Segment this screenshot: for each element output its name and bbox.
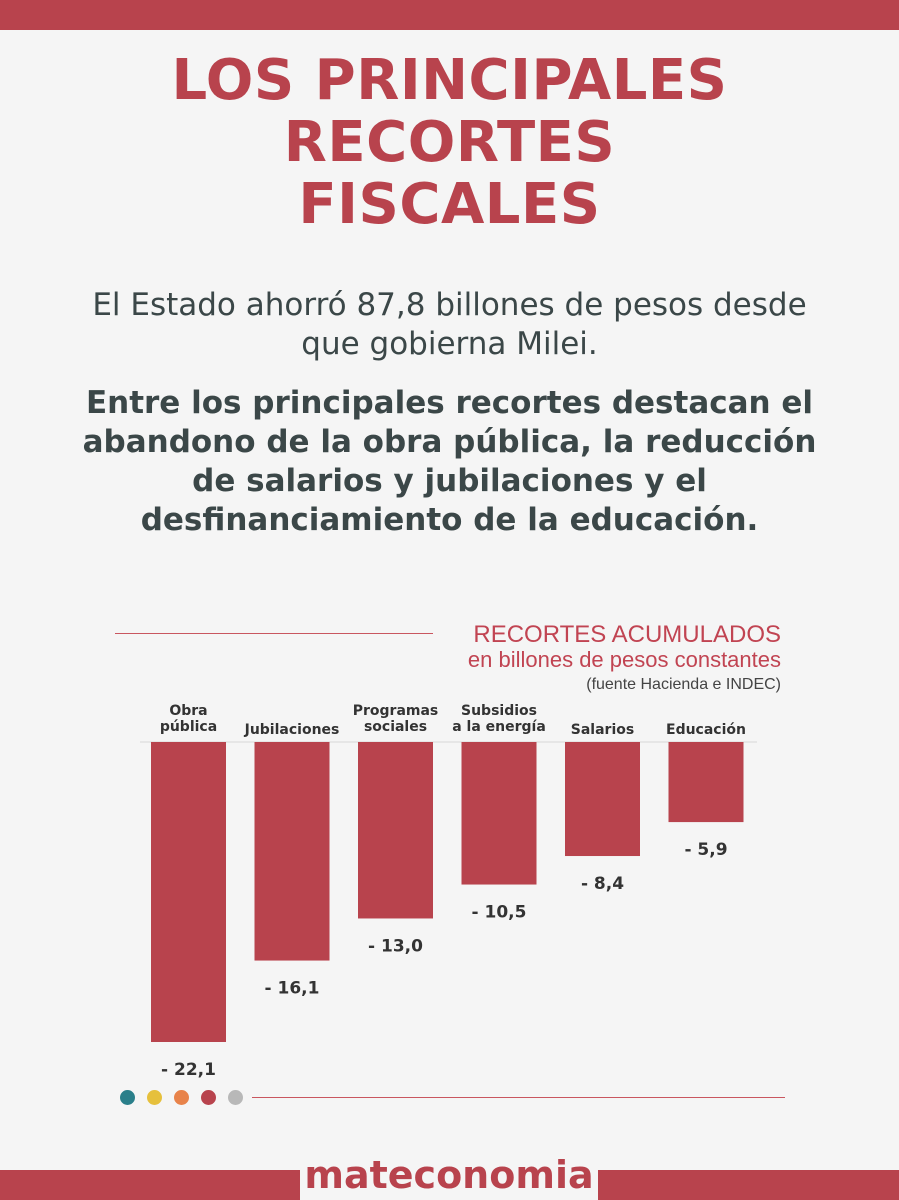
footer-rule: [252, 1097, 785, 1098]
top-bar: [0, 0, 899, 30]
category-label: Subsidios: [461, 703, 537, 719]
value-label: - 8,4: [581, 874, 624, 894]
category-label: sociales: [364, 719, 427, 735]
bar-4: [461, 742, 537, 885]
bar-5: [565, 742, 640, 857]
value-label: - 13,0: [368, 936, 423, 956]
chart-subtitle: en billones de pesos constantes: [467, 647, 781, 672]
footer-dots: [120, 1090, 255, 1106]
footer-dot-3: [174, 1090, 189, 1105]
bottom-bar-left: [0, 1170, 300, 1200]
footer-dot-2: [147, 1090, 162, 1105]
brand-logo: mateconomia: [304, 1153, 594, 1197]
intro-paragraph-1: El Estado ahorró 87,8 billones de pesos …: [92, 287, 807, 362]
bar-6: [668, 742, 744, 823]
bar-3: [358, 742, 433, 919]
footer-dot-4: [201, 1090, 216, 1105]
intro-paragraph-2: Entre los principales recortes destacan …: [82, 385, 817, 538]
category-label: a la energía: [452, 719, 546, 735]
intro-text: El Estado ahorró 87,8 billones de pesos …: [60, 286, 839, 540]
category-label: Programas: [353, 703, 439, 719]
bar-1: [151, 742, 226, 1042]
value-label: - 10,5: [472, 903, 527, 923]
value-label: - 5,9: [684, 840, 727, 860]
footer-dot-1: [120, 1090, 135, 1105]
category-label: pública: [160, 719, 217, 735]
category-label: Educación: [666, 722, 746, 738]
chart-source: (fuente Hacienda e INDEC): [586, 676, 781, 693]
category-label: Obra: [169, 703, 207, 719]
chart-header-rule: [115, 633, 433, 634]
category-label: Salarios: [571, 722, 634, 738]
chart-title: RECORTES ACUMULADOS: [473, 621, 781, 648]
title-line-3: FISCALES: [298, 172, 601, 237]
value-label: - 22,1: [161, 1060, 216, 1080]
title-line-1: LOS PRINCIPALES: [171, 48, 728, 113]
title-line-2: RECORTES: [283, 110, 616, 175]
footer-dot-5: [228, 1090, 243, 1105]
category-label: Jubilaciones: [244, 722, 340, 738]
value-label: - 16,1: [265, 979, 320, 999]
bar-2: [254, 742, 330, 961]
bottom-bar-right: [598, 1170, 899, 1200]
page-title: LOS PRINCIPALES RECORTES FISCALES: [0, 50, 899, 236]
